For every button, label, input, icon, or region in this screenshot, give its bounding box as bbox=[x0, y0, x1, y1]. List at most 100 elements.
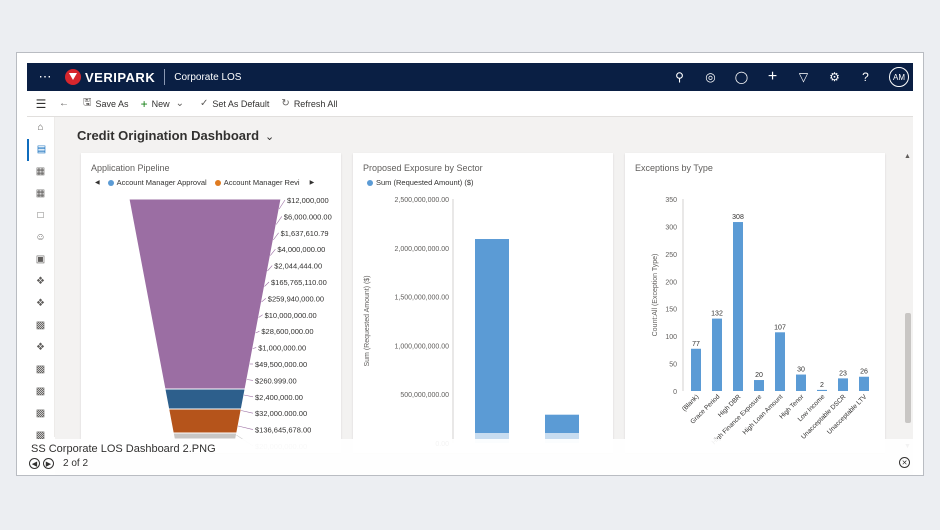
reports-icon[interactable]: ▦ bbox=[35, 166, 46, 177]
y-axis-label: Sum (Requested Amount) ($) bbox=[364, 275, 371, 366]
back-arrow-icon: ← bbox=[59, 98, 69, 109]
legend-entry: Sum (Requested Amount) ($) bbox=[376, 178, 474, 187]
document-icon[interactable]: □ bbox=[37, 210, 44, 221]
funnel-data-label: $32,000.000.00 bbox=[255, 409, 307, 418]
funnel-leader-line bbox=[238, 425, 254, 430]
dashboard-icon[interactable]: ▤ bbox=[27, 139, 54, 161]
chevron-down-icon[interactable]: ⌄ bbox=[265, 131, 275, 143]
refresh-all-button[interactable]: ↻ Refresh All bbox=[281, 98, 337, 109]
funnel-leader-line bbox=[278, 199, 286, 210]
chart-title: Exceptions by Type bbox=[635, 163, 713, 173]
command-bar: ☰ ← 🖫 Save As + New ⌄ ✓ Set As Default ↻ Refr… bbox=[27, 91, 913, 117]
funnel-leader-line bbox=[252, 347, 257, 349]
legend-prev-icon[interactable]: ◀ bbox=[95, 180, 100, 186]
legend-swatch bbox=[367, 179, 373, 186]
funnel-leader-line bbox=[267, 265, 273, 272]
gear-icon[interactable]: ⚙ bbox=[829, 70, 840, 84]
cube-icon[interactable]: ▣ bbox=[35, 254, 46, 265]
clipboard-icon[interactable]: ▩ bbox=[35, 386, 46, 397]
bar bbox=[859, 376, 869, 391]
scrollbar-thumb[interactable] bbox=[905, 313, 911, 423]
close-button[interactable]: ✕ bbox=[899, 457, 910, 468]
avatar[interactable]: AM bbox=[889, 67, 909, 87]
chevron-down-icon[interactable]: ⌄ bbox=[175, 98, 184, 109]
funnel-data-label: $28,600,000.00 bbox=[261, 327, 313, 336]
bar bbox=[838, 378, 848, 391]
save-as-button[interactable]: 🖫 Save As bbox=[83, 95, 129, 112]
clipboard-icon[interactable]: ▩ bbox=[35, 320, 46, 331]
new-label: New bbox=[151, 98, 170, 109]
bar bbox=[754, 380, 764, 391]
legend-next-icon[interactable]: ▶ bbox=[309, 180, 315, 186]
next-page-button[interactable]: ▶ bbox=[43, 458, 54, 469]
legend-entry: Account Manager Revi bbox=[223, 178, 300, 187]
x-tick-label: (Blank) bbox=[681, 393, 701, 413]
y-tick-label: 50 bbox=[669, 362, 677, 369]
data-label: 308 bbox=[732, 214, 744, 221]
y-tick-label: 250 bbox=[665, 252, 677, 259]
target-icon[interactable]: ◎ bbox=[705, 70, 716, 84]
data-label: 30 bbox=[797, 367, 805, 374]
lightbulb-icon[interactable]: ◯ bbox=[734, 70, 749, 84]
exceptions-by-type-card: Exceptions by Type 350 300 250 200 150 100 50 0… bbox=[625, 153, 885, 453]
scroll-up-icon[interactable]: ▲ bbox=[904, 153, 911, 160]
brand-logo-icon bbox=[65, 69, 81, 85]
y-tick-label: 1,000,000,000.00 bbox=[395, 343, 450, 350]
y-tick-label: 350 bbox=[665, 197, 677, 204]
help-icon[interactable]: ? bbox=[862, 70, 869, 84]
hamburger-menu-icon[interactable]: ☰ bbox=[35, 96, 47, 111]
list-icon[interactable]: ▦ bbox=[35, 188, 46, 199]
top-navigation-bar: ⋯ VERIPARK Corporate LOS ⚲ ◎ ◯ + ▽ ⚙ ? A… bbox=[27, 63, 913, 91]
filter-icon[interactable]: ▽ bbox=[798, 70, 809, 84]
save-as-label: Save As bbox=[95, 98, 129, 109]
image-viewer-caption: SS Corporate LOS Dashboard 2.PNG ◀ ▶ 2 o… bbox=[17, 439, 923, 475]
bar-fade bbox=[475, 433, 509, 443]
search-icon[interactable]: ⚲ bbox=[675, 70, 684, 84]
data-label: 20 bbox=[755, 372, 763, 379]
app-launcher-icon[interactable]: ⋯ bbox=[38, 69, 52, 84]
back-button[interactable]: ← bbox=[59, 98, 73, 109]
y-tick-label: 0 bbox=[673, 389, 677, 396]
puzzle-icon[interactable]: ❖ bbox=[36, 276, 45, 287]
bar bbox=[796, 374, 806, 391]
funnel-leader-line bbox=[246, 379, 254, 381]
clipboard-icon[interactable]: ▩ bbox=[35, 364, 46, 375]
puzzle-icon[interactable]: ❖ bbox=[36, 342, 45, 353]
bar bbox=[691, 348, 701, 391]
app-frame: ⋯ VERIPARK Corporate LOS ⚲ ◎ ◯ + ▽ ⚙ ? A… bbox=[16, 52, 924, 476]
funnel-data-label: $165,765,110.00 bbox=[271, 278, 327, 287]
exposure-bar-chart: 2,500,000,000.00 2,000,000,000.00 1,500,00… bbox=[364, 197, 579, 448]
funnel-data-label: $12,000,000 bbox=[287, 196, 329, 205]
legend-swatch bbox=[214, 179, 221, 186]
clipboard-icon[interactable]: ▩ bbox=[35, 408, 46, 419]
dashboard-content: Credit Origination Dashboard ⌄ Applicatio… bbox=[55, 117, 913, 475]
clipboard-icon[interactable]: ▩ bbox=[35, 430, 46, 441]
page-title[interactable]: Credit Origination Dashboard ⌄ bbox=[77, 128, 274, 143]
home-icon[interactable]: ⌂ bbox=[37, 122, 44, 133]
y-tick-label: 500,000,000.00 bbox=[400, 392, 449, 399]
plus-icon[interactable]: + bbox=[767, 68, 778, 85]
data-label: 107 bbox=[774, 324, 786, 331]
legend-swatch bbox=[107, 179, 114, 186]
refresh-icon: ↻ bbox=[281, 98, 290, 109]
puzzle-icon[interactable]: ❖ bbox=[36, 298, 45, 309]
bar bbox=[475, 239, 509, 443]
bar bbox=[712, 318, 722, 391]
person-icon[interactable]: ☺ bbox=[35, 232, 46, 243]
prev-page-button[interactable]: ◀ bbox=[29, 458, 40, 469]
file-name: SS Corporate LOS Dashboard 2.PNG bbox=[31, 443, 216, 455]
new-button[interactable]: + New ⌄ bbox=[141, 97, 188, 111]
funnel-chart: $12,000,000 $6,000.000.00 $1,637,610.79 $4,… bbox=[128, 196, 332, 451]
data-label: 132 bbox=[711, 311, 723, 318]
funnel-data-label: $10,000,000.00 bbox=[265, 311, 317, 320]
exceptions-bar-chart: 350 300 250 200 150 100 50 0 Count:All (Exceptio… bbox=[652, 197, 869, 446]
funnel-leader-line bbox=[261, 298, 266, 303]
scrollbar[interactable]: ▲ ▼ bbox=[903, 153, 913, 453]
funnel-leader-line bbox=[258, 314, 263, 318]
brand-logo: VERIPARK bbox=[65, 69, 155, 85]
funnel-data-label: $260.999.00 bbox=[255, 376, 297, 385]
set-as-default-button[interactable]: ✓ Set As Default bbox=[200, 98, 269, 109]
funnel-leader-line bbox=[255, 330, 260, 334]
chart-legend: ◀ Account Manager Approval Account Manag… bbox=[95, 178, 314, 187]
funnel-leader-line bbox=[240, 410, 254, 414]
